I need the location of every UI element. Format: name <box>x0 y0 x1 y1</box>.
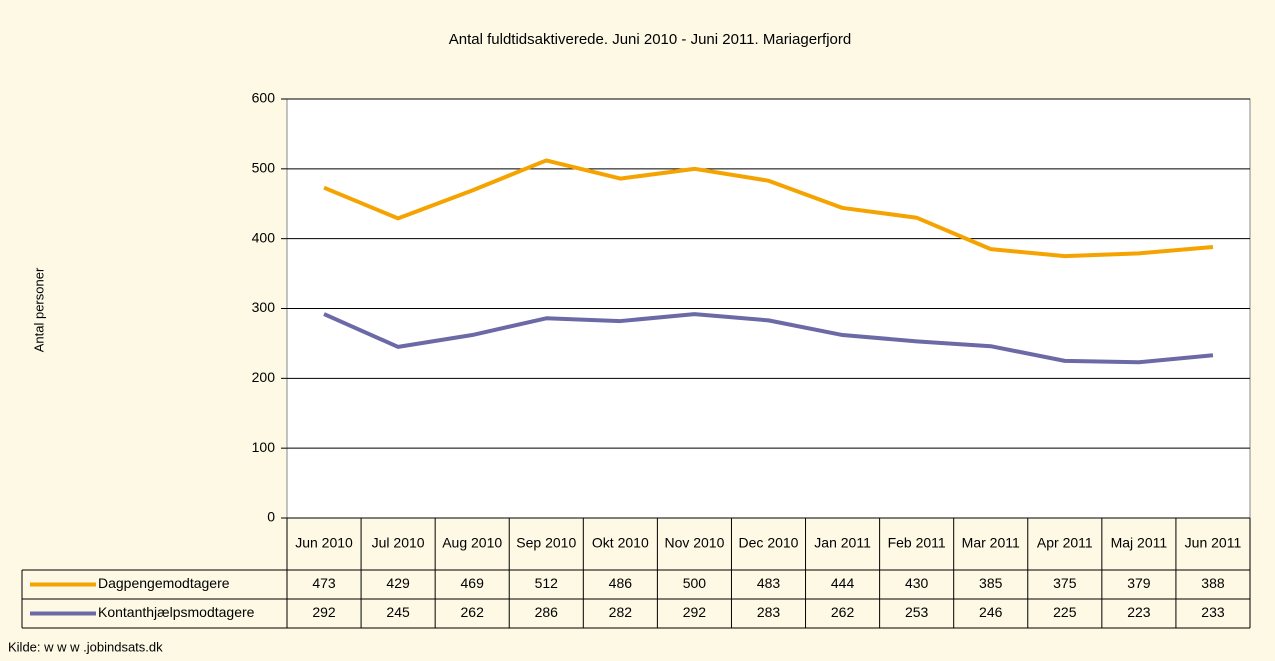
table-value: 246 <box>979 604 1003 620</box>
source: Kilde: w w w .jobindsats.dk <box>8 639 163 654</box>
table-value: 282 <box>609 604 633 620</box>
table-value: 233 <box>1201 604 1225 620</box>
y-tick-label: 0 <box>267 509 275 525</box>
table-value: 385 <box>979 575 1003 591</box>
y-tick-label: 600 <box>252 90 276 106</box>
table-value: 225 <box>1053 604 1077 620</box>
table-value: 283 <box>757 604 781 620</box>
table-value: 379 <box>1127 575 1151 591</box>
table-value: 292 <box>312 604 336 620</box>
x-tick-label: Jan 2011 <box>814 535 871 551</box>
table-value: 512 <box>535 575 559 591</box>
table-value: 262 <box>461 604 485 620</box>
series-line <box>323 312 1214 365</box>
table-value: 388 <box>1201 575 1225 591</box>
table-value: 429 <box>386 575 410 591</box>
x-tick-label: Jun 2011 <box>1185 535 1242 551</box>
table-value: 292 <box>683 604 707 620</box>
chart-title: Antal fuldtidsaktiverede. Juni 2010 - Ju… <box>449 31 851 48</box>
x-tick-label: Nov 2010 <box>664 535 724 551</box>
y-tick-label: 200 <box>252 369 276 385</box>
table-value: 245 <box>386 604 410 620</box>
table-value: 469 <box>461 575 485 591</box>
x-tick-label: Apr 2011 <box>1037 535 1093 551</box>
x-tick-label: Dec 2010 <box>739 535 799 551</box>
legend-label: Dagpengemodtagere <box>98 575 230 591</box>
x-tick-label: Sep 2010 <box>516 535 576 551</box>
y-tick-label: 300 <box>252 299 276 315</box>
x-tick-label: Maj 2011 <box>1111 535 1168 551</box>
y-tick-label: 100 <box>252 439 276 455</box>
x-tick-label: Jul 2010 <box>372 535 425 551</box>
table-value: 253 <box>905 604 929 620</box>
x-tick-label: Mar 2011 <box>962 535 1020 551</box>
table-value: 500 <box>683 575 707 591</box>
series-line <box>323 158 1214 259</box>
table-value: 262 <box>831 604 855 620</box>
x-tick-label: Aug 2010 <box>442 535 502 551</box>
x-tick-label: Okt 2010 <box>592 535 649 551</box>
table-value: 375 <box>1053 575 1077 591</box>
table-value: 444 <box>831 575 855 591</box>
x-tick-label: Feb 2011 <box>888 535 946 551</box>
y-tick-label: 500 <box>252 160 276 176</box>
table-value: 486 <box>609 575 633 591</box>
legend-label: Kontanthjælpsmodtagere <box>98 604 255 620</box>
x-tick-label: Jun 2010 <box>295 535 353 551</box>
table-value: 223 <box>1127 604 1151 620</box>
y-tick-label: 400 <box>252 229 276 245</box>
table-value: 430 <box>905 575 929 591</box>
table-value: 473 <box>312 575 336 591</box>
table-value: 286 <box>535 604 559 620</box>
table-value: 483 <box>757 575 781 591</box>
y-axis-label: Antal personer <box>31 267 46 352</box>
